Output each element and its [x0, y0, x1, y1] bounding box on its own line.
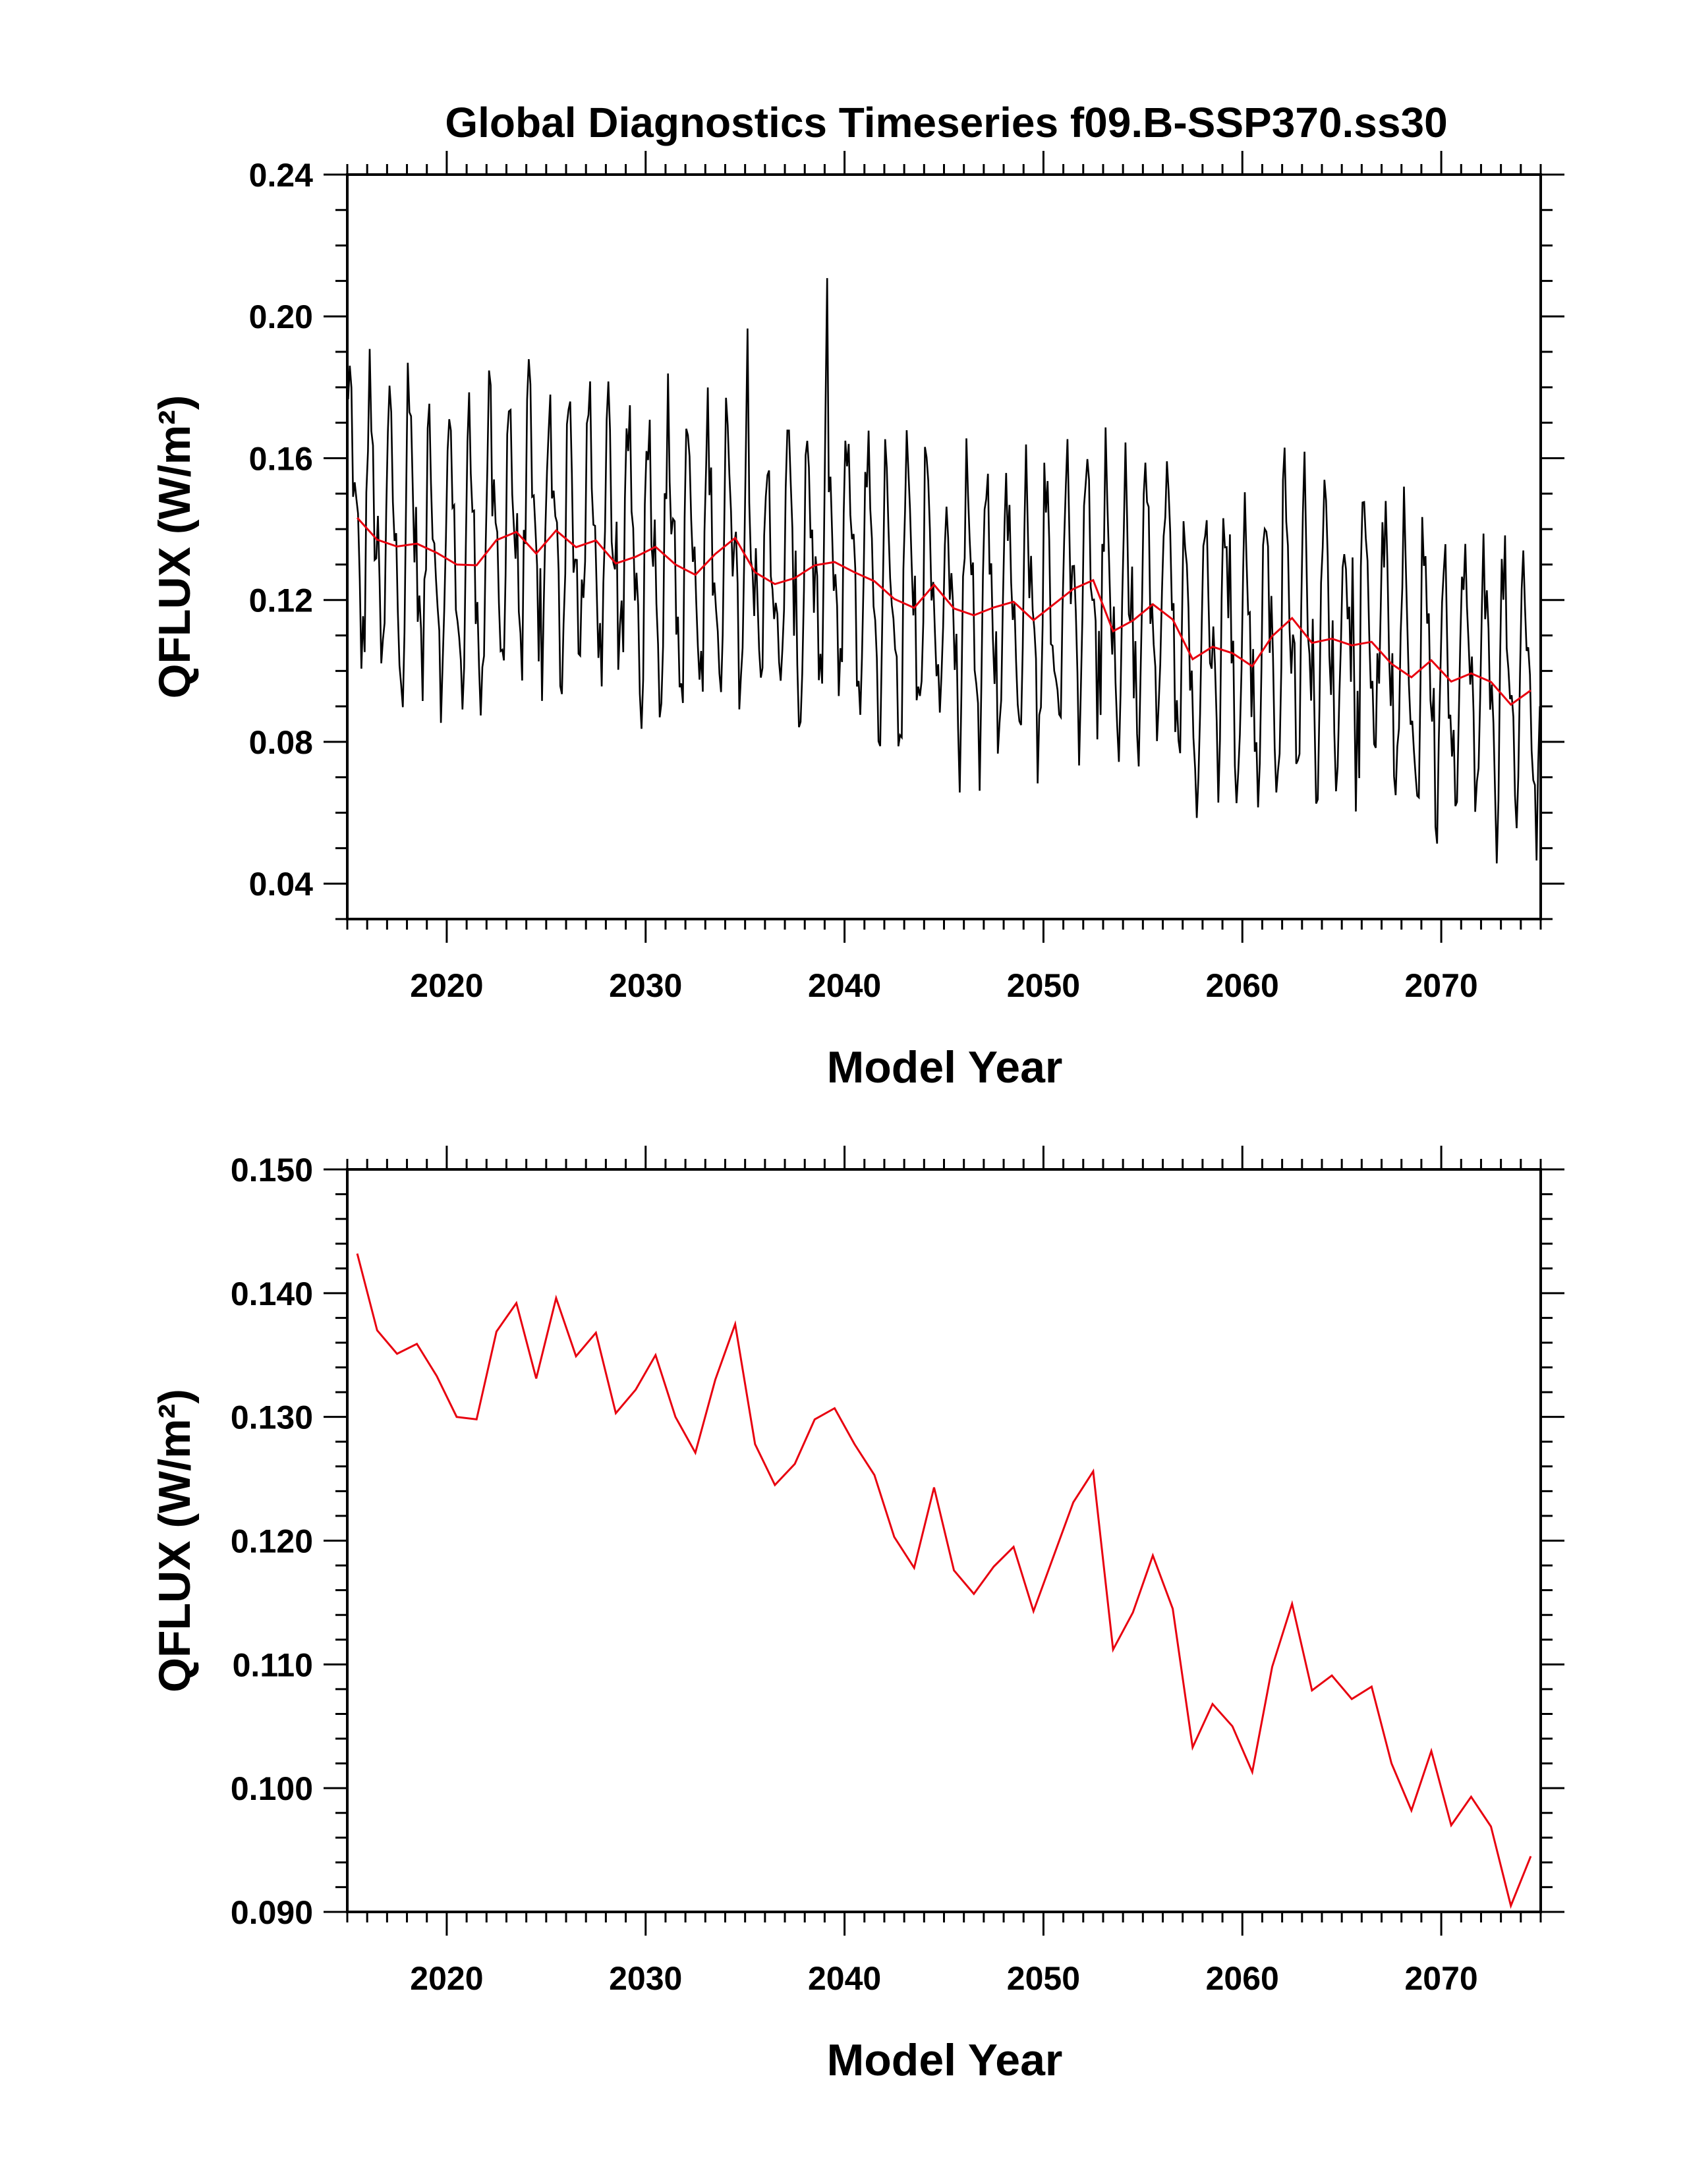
x-tick-label: 2030: [609, 1960, 682, 1997]
x-tick-label: 2020: [410, 1960, 483, 1997]
x-tick-label: 2060: [1206, 967, 1279, 1004]
y-tick-label: 0.04: [249, 866, 314, 903]
y-tick-label: 0.120: [231, 1523, 313, 1560]
y-axis-label: QFLUX (W/m²): [150, 395, 200, 699]
x-tick-label: 2030: [609, 967, 682, 1004]
y-tick-label: 0.16: [249, 440, 313, 477]
bottom-panel: 0.090 0.100 0.110 0.120 0.130 0.140 0.150 2020 2…: [150, 1146, 1564, 2085]
x-tick-label: 2050: [1007, 1960, 1080, 1997]
y-tick-label: 0.140: [231, 1275, 313, 1312]
y-tick-label: 0.150: [231, 1152, 313, 1189]
y-tick-label: 0.12: [249, 582, 313, 619]
x-tick-label: 2050: [1007, 967, 1080, 1004]
y-tick-label: 0.24: [249, 157, 314, 194]
x-axis-label: Model Year: [827, 1042, 1063, 1092]
x-tick-label: 2070: [1404, 967, 1477, 1004]
y-tick-label: 0.090: [231, 1894, 313, 1931]
x-tick-label: 2040: [808, 967, 881, 1004]
top-series-annual-line: [356, 517, 1531, 706]
x-tick-label: 2020: [410, 967, 483, 1004]
top-series-monthly-line: [347, 278, 1541, 864]
y-tick-label: 0.100: [231, 1770, 313, 1807]
x-tick-label: 2070: [1404, 1960, 1477, 1997]
y-tick-label: 0.130: [231, 1399, 313, 1436]
x-tick-label: 2040: [808, 1960, 881, 1997]
y-tick-label: 0.110: [233, 1646, 313, 1683]
y-tick-label: 0.20: [249, 298, 313, 335]
bottom-series-annual-line: [356, 1253, 1532, 1909]
y-tick-label: 0.08: [249, 724, 313, 761]
plot-frame: [346, 1168, 1542, 1913]
x-axis-label: Model Year: [827, 2035, 1063, 2085]
top-panel: 0.04 0.08 0.12 0.16 0.20 0.24 2020 2030 2040 2050…: [150, 151, 1564, 1092]
x-tick-label: 2060: [1206, 1960, 1279, 1997]
chart-title: Global Diagnostics Timeseries f09.B-SSP3…: [445, 99, 1447, 146]
y-axis-label: QFLUX (W/m²): [150, 1389, 200, 1693]
